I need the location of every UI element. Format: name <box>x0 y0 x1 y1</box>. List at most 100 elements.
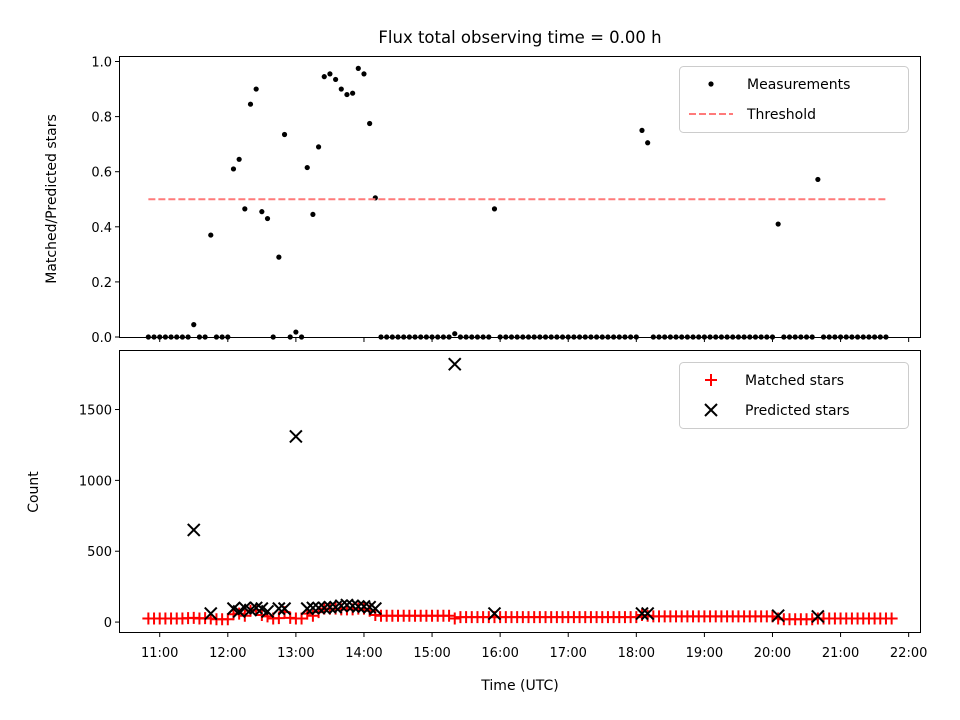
predicted-stars-point <box>448 357 462 371</box>
x-tick-label: 14:00 <box>345 646 382 661</box>
measurement-point <box>281 131 288 138</box>
measurement-point <box>247 101 254 107</box>
y-tick-label: 0 <box>104 616 112 631</box>
count-y-axis-title: Count <box>26 471 42 513</box>
measurement-point <box>815 176 821 183</box>
legend-predicted-marker <box>704 403 718 417</box>
measurement-point <box>191 322 197 328</box>
measurement-point <box>452 331 458 337</box>
y-tick-label: 1000 <box>79 474 112 489</box>
y-tick-label: 500 <box>87 545 112 560</box>
predicted-stars-point <box>640 606 655 621</box>
measurement-point <box>491 206 498 212</box>
measurement-point <box>242 206 248 212</box>
y-tick-label: 0.2 <box>91 276 112 291</box>
measurement-point <box>639 127 645 133</box>
measurement-point <box>276 254 282 260</box>
legend-measurements-marker <box>708 81 714 87</box>
measurement-point <box>775 221 781 227</box>
x-tick-label: 18:00 <box>618 646 655 661</box>
predicted-stars-point <box>260 604 275 619</box>
predicted-stars-point <box>771 608 785 623</box>
y-tick-label: 0.0 <box>91 331 112 346</box>
x-axis-title: Time (UTC) <box>480 678 558 694</box>
count-panel: Count Time (UTC) 0 500 1000 1500 11:00 12:00 1… <box>26 350 927 694</box>
matched-stars-point <box>630 611 643 624</box>
predicted-stars-point <box>323 600 337 614</box>
x-tick-label: 21:00 <box>822 646 859 661</box>
x-tick-label: 15:00 <box>413 646 450 661</box>
predicted-stars-point <box>306 601 320 615</box>
predicted-stars-point <box>351 599 366 614</box>
measurement-point <box>208 232 214 238</box>
y-tick-label: 0.6 <box>91 166 112 181</box>
predicted-stars-point <box>249 601 263 615</box>
predicted-stars-point <box>300 601 314 616</box>
predicted-stars-point <box>357 599 371 614</box>
predicted-stars-point <box>317 601 331 615</box>
measurement-point <box>236 156 242 162</box>
predicted-stars-point <box>277 601 292 616</box>
predicted-stars-point <box>487 606 502 621</box>
legend-predicted-label: Predicted stars <box>745 403 850 419</box>
x-tick-label: 22:00 <box>890 646 927 661</box>
measurement-point <box>253 86 259 92</box>
predicted-stars-point <box>345 599 360 613</box>
ratio-panel: Matched/Predicted stars 0.0 0.2 0.4 0.6 0.8 1… <box>44 56 921 346</box>
measurement-point <box>350 90 356 96</box>
measurement-point <box>338 86 344 92</box>
measurement-point <box>293 329 299 335</box>
predicted-stars-point <box>272 601 286 616</box>
x-tick-label: 12:00 <box>209 646 246 661</box>
ratio-legend: Measurements Threshold <box>679 66 909 133</box>
legend-measurements-label: Measurements <box>747 77 850 93</box>
predicted-stars-point <box>368 601 383 616</box>
measurement-point <box>310 211 316 218</box>
count-legend-box <box>679 362 909 429</box>
predicted-stars-point <box>340 598 354 612</box>
predicted-stars-point <box>811 609 825 624</box>
measurement-point <box>333 76 339 83</box>
predicted-stars-point <box>187 523 201 537</box>
measurement-point <box>315 144 322 150</box>
matched-stars-point <box>255 608 268 621</box>
figure-title: Flux total observing time = 0.00 h <box>378 28 661 47</box>
legend-matched-label: Matched stars <box>745 373 844 389</box>
matched-stars-point <box>443 609 456 622</box>
measurement-point <box>645 140 651 146</box>
count-plot-frame <box>119 350 921 633</box>
measurement-point <box>344 91 350 98</box>
measurement-point <box>361 71 367 77</box>
predicted-stars-point <box>204 606 218 621</box>
measurement-point <box>327 71 333 77</box>
count-marks <box>142 357 898 626</box>
measurement-point <box>355 65 361 71</box>
matched-stars-point <box>885 612 898 625</box>
ratio-y-axis-title: Matched/Predicted stars <box>44 114 60 284</box>
matched-stars-point <box>448 612 461 625</box>
x-tick-label: 16:00 <box>481 646 518 661</box>
predicted-stars-point <box>311 601 326 615</box>
y-tick-label: 0.4 <box>91 221 112 236</box>
x-tick-label: 20:00 <box>754 646 791 661</box>
measurement-point <box>321 74 327 80</box>
measurement-point <box>304 164 310 171</box>
x-tick-label: 11:00 <box>141 646 178 661</box>
predicted-stars-point <box>334 599 348 613</box>
measurement-point <box>367 120 373 127</box>
ratio-legend-box <box>679 66 909 133</box>
y-tick-label: 1500 <box>79 404 112 419</box>
measurement-point <box>230 166 237 172</box>
y-tick-label: 0.8 <box>91 111 112 126</box>
ratio-plot-frame <box>119 56 921 338</box>
x-tick-label: 19:00 <box>686 646 723 661</box>
measurement-point <box>264 215 271 222</box>
x-tick-label: 17:00 <box>549 646 586 661</box>
x-tick-label: 13:00 <box>277 646 314 661</box>
legend-threshold-label: Threshold <box>746 107 816 123</box>
measurement-point <box>259 209 265 215</box>
count-legend: Matched stars Predicted stars <box>679 362 909 429</box>
legend-matched-marker <box>705 374 717 386</box>
predicted-stars-point <box>289 429 303 444</box>
